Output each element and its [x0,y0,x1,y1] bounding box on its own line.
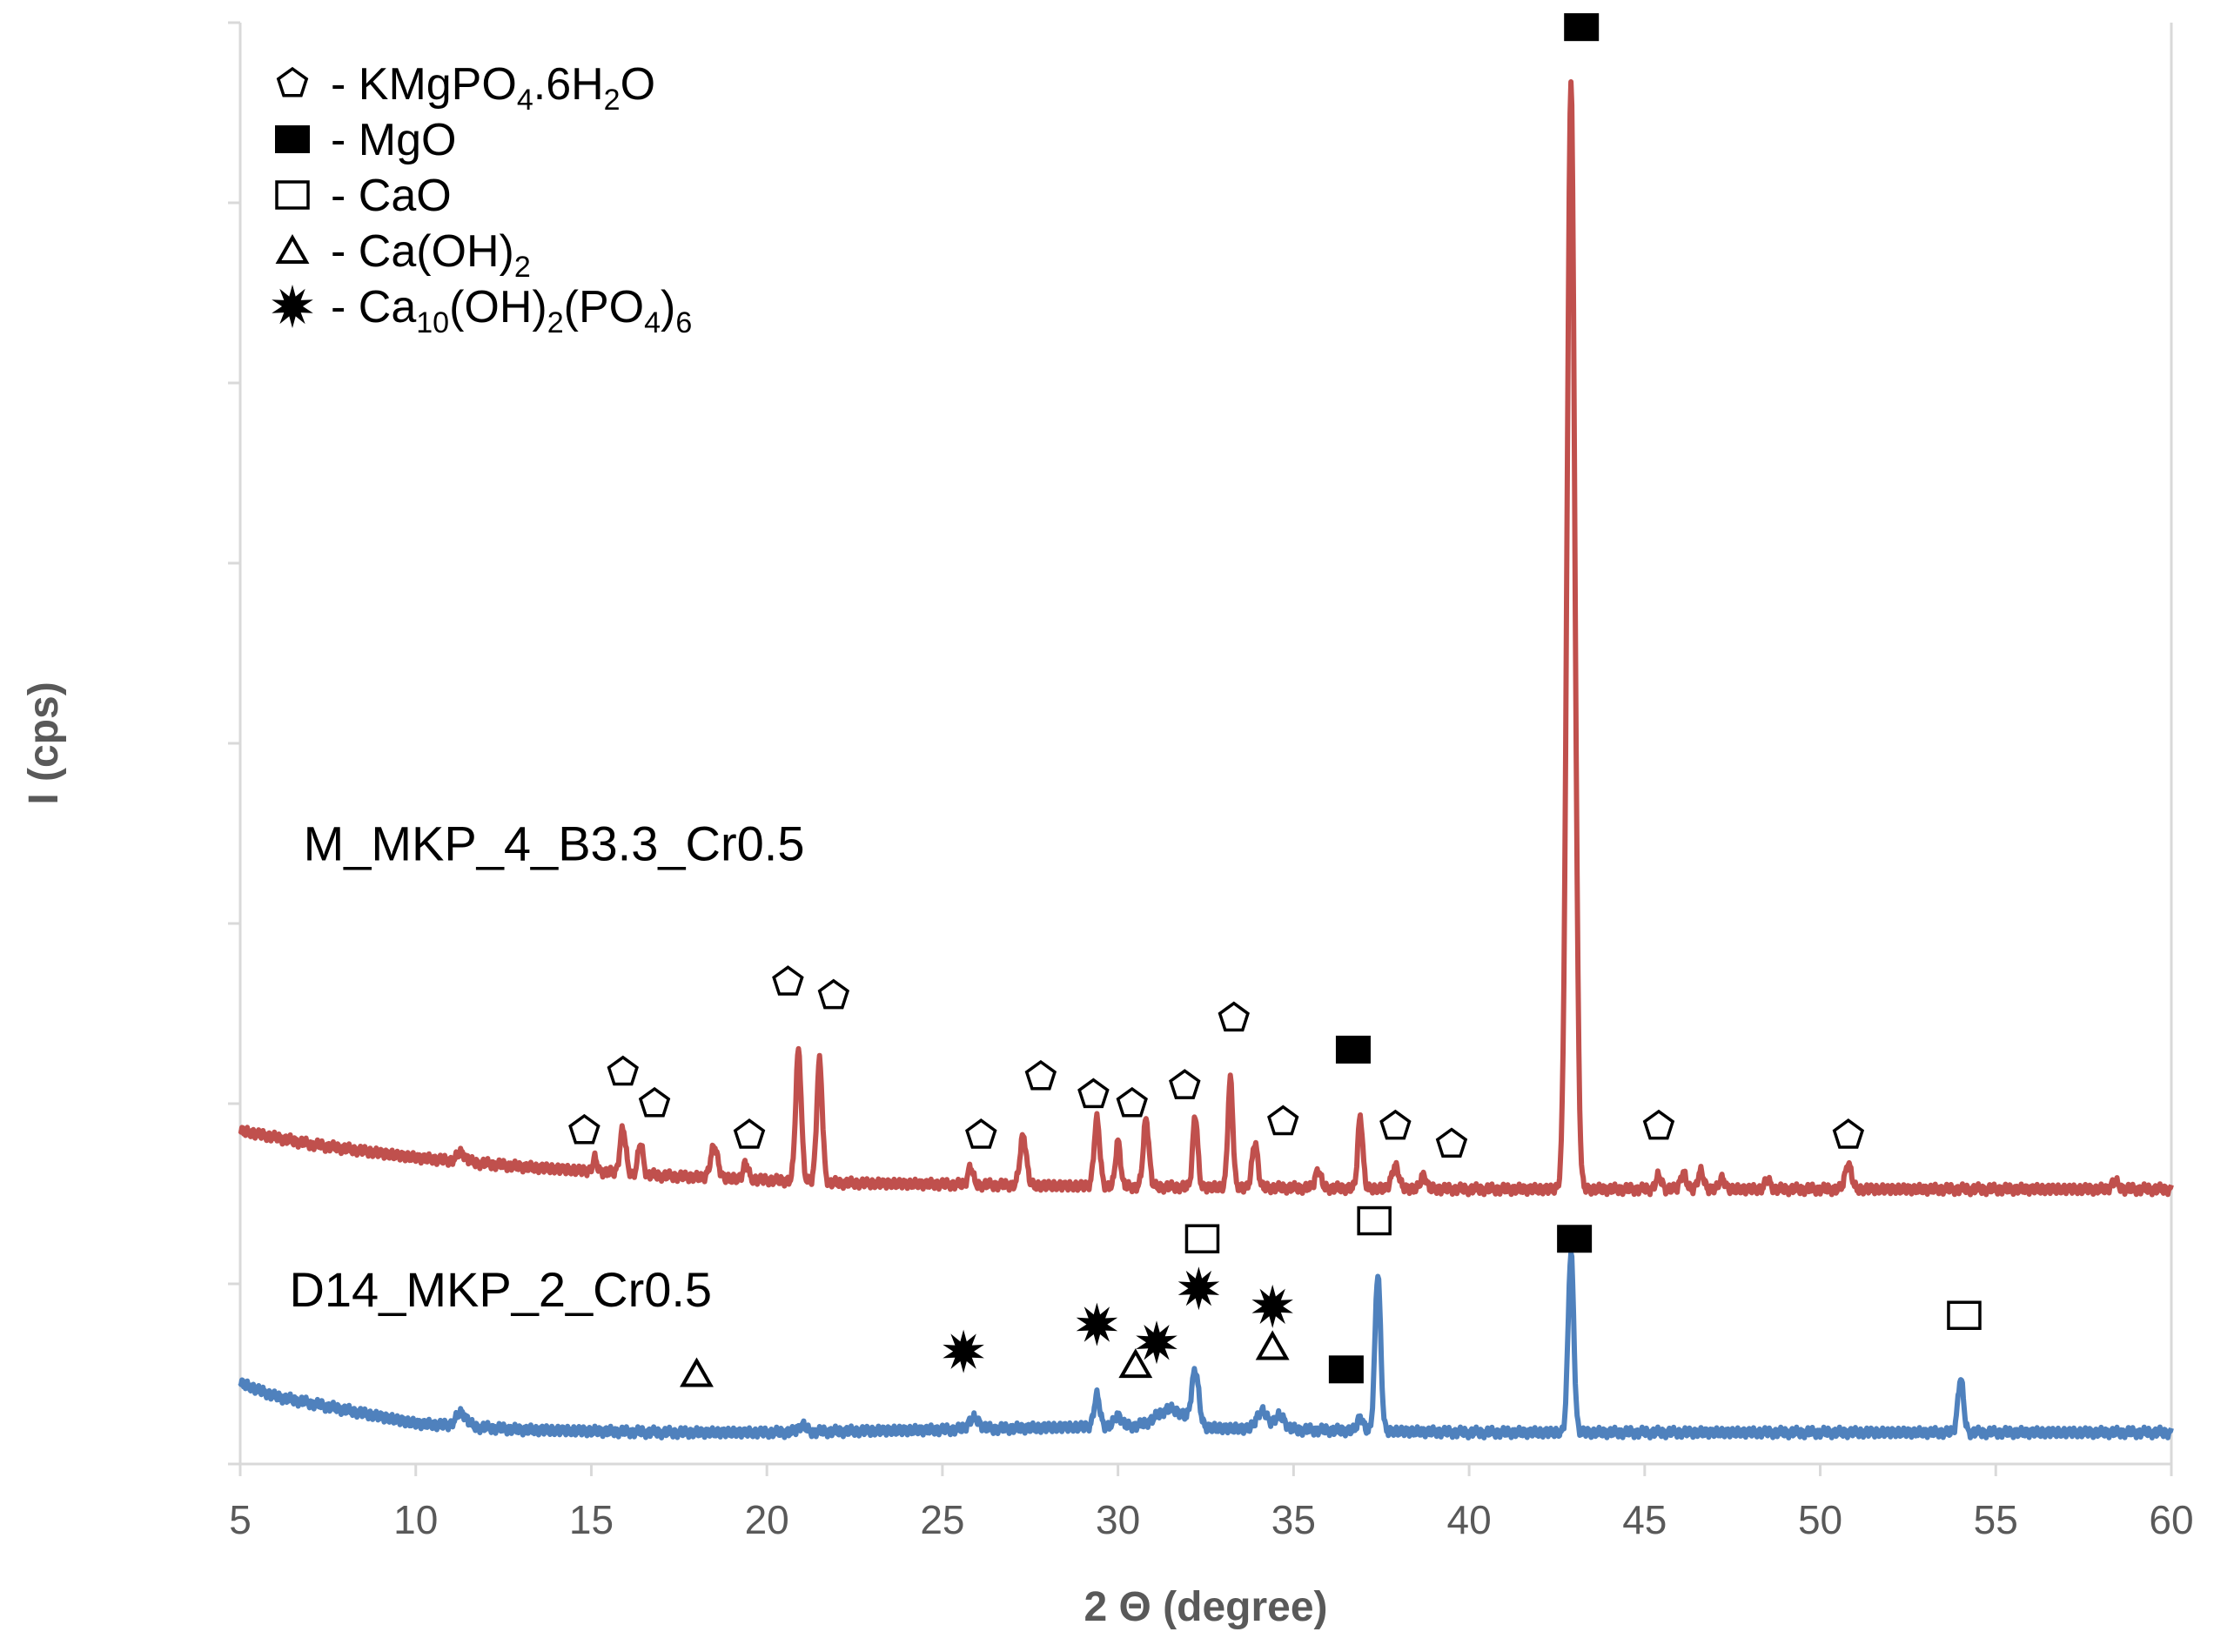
pentagon-peak-marker [1642,1109,1675,1140]
filled-square-peak-marker [1335,1035,1371,1064]
legend-subscript: 10 [416,306,449,339]
x-tick-label: 35 [1271,1497,1316,1542]
legend-star-icon [272,285,313,328]
legend-text: - Ca(OH) [331,226,514,277]
pentagon-peak-marker [638,1086,671,1118]
triangle-peak-marker [1255,1330,1290,1360]
series-line-0 [238,79,2174,1198]
filled-square-peak-marker [1557,1225,1593,1253]
star-peak-marker [1136,1320,1177,1365]
x-tick-label: 60 [2149,1497,2193,1542]
x-tick-label: 40 [1447,1497,1492,1542]
pentagon-peak-marker [568,1113,600,1145]
legend-text: (PO [564,282,644,332]
x-tick-label: 55 [1974,1497,2018,1542]
pentagon-peak-marker [772,965,804,996]
star-peak-marker [1177,1266,1220,1311]
triangle-peak-marker [1118,1348,1153,1379]
legend-text: ) [661,282,675,332]
legend-subscript: 4 [517,84,533,117]
open-square-peak-marker [1357,1205,1392,1236]
legend-text: .6H [533,59,604,110]
series-label-1: D14_MKP_2_Cr0.5 [289,1262,712,1317]
series-label-0: M_MKP_4_B3.3_Cr0.5 [304,816,805,871]
pentagon-peak-marker [1379,1109,1412,1140]
legend-subscript: 4 [644,306,661,339]
legend-entry-label: - MgO [331,115,456,165]
filled-square-peak-marker [1328,1355,1364,1384]
pentagon-peak-marker [1024,1059,1057,1091]
x-tick-label: 10 [393,1497,438,1542]
legend-text: - KMgPO [331,59,517,110]
star-peak-marker [1251,1284,1293,1328]
open-square-peak-marker [1947,1300,1982,1330]
x-tick-label: 15 [569,1497,614,1542]
legend-subscript: 2 [547,306,564,339]
x-tick-label: 50 [1798,1497,1842,1542]
y-axis-title: I (cps) [21,682,67,804]
legend-text: O [621,59,655,110]
triangle-peak-marker [680,1357,714,1387]
legend-entry-label: - Ca(OH)2 [331,226,531,284]
series-layer: M_MKP_4_B3.3_Cr0.5 D14_MKP_2_Cr0.5 [238,79,2174,1440]
x-tick-label: 25 [920,1497,964,1542]
pentagon-peak-marker [965,1118,997,1149]
x-axis-title: 2 Θ (degree) [1084,1584,1327,1630]
star-peak-marker [943,1329,984,1373]
legend-filled-square-icon [275,125,310,153]
pentagon-peak-marker [1267,1105,1299,1136]
legend-text: (OH) [449,282,547,332]
legend: - KMgPO4.6H2O- MgO- CaO- Ca(OH)2- Ca10(O… [272,59,692,339]
pentagon-peak-marker [607,1055,639,1086]
legend-pentagon-icon [276,66,309,97]
pentagon-peak-marker [1077,1078,1110,1109]
legend-subscript: 2 [514,251,531,284]
pentagon-peak-marker [1169,1069,1201,1099]
legend-text: - CaO [331,171,452,221]
open-square-peak-marker [1184,1224,1220,1253]
legend-subscript: 2 [604,84,621,117]
legend-text: - MgO [331,115,456,165]
x-tick-label: 45 [1622,1497,1667,1542]
legend-entry-label: - CaO [331,171,452,221]
star-peak-marker [1076,1302,1118,1346]
pentagon-peak-marker [1218,1001,1250,1032]
legend-entry-label: - Ca10(OH)2(PO4)6 [331,282,692,339]
legend-triangle-icon [275,233,310,264]
pentagon-peak-marker [733,1118,766,1149]
x-tick-label: 5 [229,1497,252,1542]
legend-entry-label: - KMgPO4.6H2O [331,59,655,117]
legend-subscript: 6 [675,306,692,339]
legend-open-square-icon [275,180,310,210]
series-line-1 [238,1250,2174,1440]
pentagon-peak-marker [1435,1127,1468,1158]
pentagon-peak-marker [1116,1086,1148,1118]
pentagon-peak-marker [1832,1118,1865,1149]
legend-text: - Ca [331,282,416,332]
x-tick-label: 20 [745,1497,789,1542]
pentagon-peak-marker [817,978,850,1010]
axes-layer: 5 10 15 20 25 30 35 40 45 50 55 60 2 Θ (degree) I (cp… [21,21,2194,1630]
annotation-layer [568,13,1982,1387]
filled-square-peak-marker [1564,13,1600,42]
x-tick-label: 30 [1096,1497,1140,1542]
